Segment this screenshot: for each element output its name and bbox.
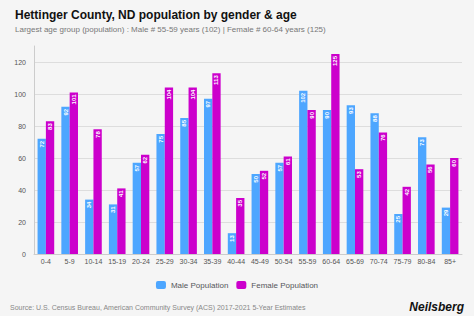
svg-text:62: 62 — [142, 156, 148, 163]
svg-text:13: 13 — [229, 235, 235, 242]
svg-text:75: 75 — [158, 135, 164, 142]
svg-text:Male Population: Male Population — [171, 281, 228, 290]
svg-text:45-49: 45-49 — [251, 258, 269, 265]
svg-text:10-14: 10-14 — [84, 258, 102, 265]
svg-text:60-64: 60-64 — [322, 258, 340, 265]
svg-text:Largest age group (population): Largest age group (population) : Male # … — [15, 25, 326, 34]
svg-text:113: 113 — [213, 75, 219, 85]
svg-text:57: 57 — [134, 164, 140, 171]
svg-text:78: 78 — [95, 131, 101, 138]
svg-text:31: 31 — [110, 206, 116, 213]
svg-text:0: 0 — [22, 251, 26, 258]
svg-text:53: 53 — [356, 171, 362, 178]
svg-text:76: 76 — [380, 134, 386, 141]
svg-text:Hettinger County, ND populatio: Hettinger County, ND population by gende… — [15, 8, 297, 22]
svg-text:70-74: 70-74 — [370, 258, 388, 265]
svg-text:75-79: 75-79 — [394, 258, 412, 265]
svg-text:0-4: 0-4 — [41, 258, 51, 265]
svg-text:42: 42 — [404, 188, 410, 195]
svg-text:15-19: 15-19 — [108, 258, 126, 265]
svg-text:Neilsberg: Neilsberg — [409, 300, 464, 314]
svg-text:34: 34 — [86, 201, 92, 208]
svg-text:40-44: 40-44 — [227, 258, 245, 265]
svg-text:61: 61 — [285, 158, 291, 165]
svg-text:85+: 85+ — [444, 258, 456, 265]
svg-text:25: 25 — [395, 215, 401, 222]
svg-text:72: 72 — [39, 140, 45, 147]
svg-text:50-54: 50-54 — [275, 258, 293, 265]
svg-text:102: 102 — [300, 92, 306, 103]
svg-text:35-39: 35-39 — [203, 258, 221, 265]
svg-text:100: 100 — [14, 91, 26, 98]
svg-text:60: 60 — [18, 155, 26, 162]
svg-text:80-84: 80-84 — [417, 258, 435, 265]
svg-text:60: 60 — [451, 159, 457, 166]
svg-text:Female Population: Female Population — [251, 281, 318, 290]
svg-text:40: 40 — [18, 187, 26, 194]
svg-text:93: 93 — [348, 107, 354, 114]
svg-text:97: 97 — [205, 100, 211, 107]
svg-text:55-59: 55-59 — [298, 258, 316, 265]
svg-text:101: 101 — [71, 94, 77, 105]
svg-text:57: 57 — [277, 164, 283, 171]
svg-text:85: 85 — [181, 119, 187, 126]
svg-text:29: 29 — [443, 209, 449, 216]
svg-text:5-9: 5-9 — [65, 258, 75, 265]
svg-text:90: 90 — [309, 111, 315, 118]
svg-text:83: 83 — [47, 123, 53, 130]
svg-text:52: 52 — [261, 172, 267, 179]
svg-text:104: 104 — [166, 89, 172, 100]
svg-text:92: 92 — [63, 108, 69, 115]
svg-text:41: 41 — [118, 190, 124, 197]
svg-text:73: 73 — [419, 139, 425, 146]
svg-text:25-29: 25-29 — [156, 258, 174, 265]
svg-text:80: 80 — [18, 123, 26, 130]
svg-text:120: 120 — [14, 59, 26, 66]
svg-text:50: 50 — [253, 175, 259, 182]
svg-text:20: 20 — [18, 219, 26, 226]
svg-text:125: 125 — [332, 55, 338, 66]
svg-text:88: 88 — [372, 115, 378, 122]
svg-text:20-24: 20-24 — [132, 258, 150, 265]
svg-text:35: 35 — [237, 199, 243, 206]
svg-text:90: 90 — [324, 111, 330, 118]
svg-text:Source: U.S. Census Bureau, Am: Source: U.S. Census Bureau, American Com… — [10, 304, 306, 312]
svg-text:65-69: 65-69 — [346, 258, 364, 265]
svg-text:104: 104 — [190, 89, 196, 100]
svg-text:30-34: 30-34 — [180, 258, 198, 265]
svg-text:56: 56 — [427, 166, 433, 173]
